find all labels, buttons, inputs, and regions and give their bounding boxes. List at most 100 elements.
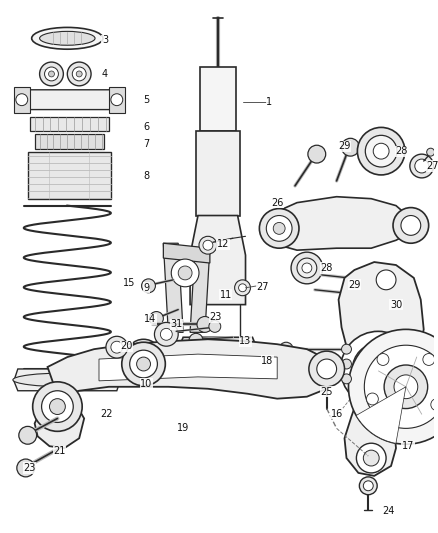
Text: 24: 24 xyxy=(382,505,394,515)
Text: 27: 27 xyxy=(256,282,268,292)
Circle shape xyxy=(178,266,192,280)
Circle shape xyxy=(364,345,438,429)
Text: 25: 25 xyxy=(321,387,333,397)
Circle shape xyxy=(138,351,149,363)
Text: 28: 28 xyxy=(321,263,333,273)
Circle shape xyxy=(266,215,292,241)
Text: 28: 28 xyxy=(396,146,408,156)
Circle shape xyxy=(401,215,421,235)
Text: 16: 16 xyxy=(331,408,343,418)
Circle shape xyxy=(342,344,351,354)
Text: 30: 30 xyxy=(390,300,402,310)
Polygon shape xyxy=(109,87,125,112)
Text: 10: 10 xyxy=(141,379,153,389)
Circle shape xyxy=(342,359,351,369)
Text: 5: 5 xyxy=(143,95,150,104)
Circle shape xyxy=(49,399,65,415)
Circle shape xyxy=(42,391,73,423)
Circle shape xyxy=(189,333,203,347)
Circle shape xyxy=(259,208,299,248)
Circle shape xyxy=(302,263,312,273)
Polygon shape xyxy=(99,354,277,381)
Circle shape xyxy=(111,94,123,106)
Circle shape xyxy=(279,372,293,386)
Circle shape xyxy=(384,365,427,409)
Text: 18: 18 xyxy=(261,356,273,366)
Polygon shape xyxy=(35,134,104,149)
Circle shape xyxy=(349,329,438,444)
Text: 31: 31 xyxy=(170,319,182,329)
Circle shape xyxy=(373,143,389,159)
Text: 29: 29 xyxy=(348,280,360,290)
Circle shape xyxy=(160,328,172,340)
Wedge shape xyxy=(356,387,406,443)
Text: 21: 21 xyxy=(53,446,66,456)
Circle shape xyxy=(76,71,82,77)
Polygon shape xyxy=(190,215,246,305)
Circle shape xyxy=(357,443,386,473)
Circle shape xyxy=(423,353,435,366)
Polygon shape xyxy=(35,340,332,448)
Circle shape xyxy=(209,320,221,333)
Circle shape xyxy=(130,350,157,378)
Circle shape xyxy=(393,207,429,243)
Circle shape xyxy=(365,135,397,167)
Circle shape xyxy=(379,300,389,310)
Text: 4: 4 xyxy=(102,69,108,79)
Circle shape xyxy=(342,138,359,156)
Circle shape xyxy=(239,284,247,292)
Circle shape xyxy=(364,450,379,466)
Circle shape xyxy=(353,343,404,395)
Circle shape xyxy=(197,317,213,333)
Circle shape xyxy=(359,477,377,495)
Circle shape xyxy=(376,270,396,290)
Circle shape xyxy=(364,355,392,383)
Polygon shape xyxy=(200,67,236,131)
Circle shape xyxy=(137,357,151,371)
Circle shape xyxy=(19,426,37,444)
Ellipse shape xyxy=(32,27,103,49)
Text: 1: 1 xyxy=(266,96,272,107)
Circle shape xyxy=(342,374,351,384)
Ellipse shape xyxy=(13,373,122,387)
Text: 20: 20 xyxy=(120,341,133,351)
Circle shape xyxy=(367,393,378,405)
Circle shape xyxy=(410,154,434,178)
Circle shape xyxy=(122,342,165,386)
Text: 27: 27 xyxy=(426,161,438,171)
Polygon shape xyxy=(28,152,111,199)
Polygon shape xyxy=(14,87,30,112)
Circle shape xyxy=(297,258,317,278)
Circle shape xyxy=(45,67,58,81)
Circle shape xyxy=(364,481,373,491)
Polygon shape xyxy=(163,243,210,263)
Text: 26: 26 xyxy=(271,198,283,208)
Circle shape xyxy=(291,252,323,284)
Polygon shape xyxy=(279,197,411,250)
Text: 15: 15 xyxy=(123,278,135,288)
Text: 3: 3 xyxy=(102,35,108,45)
Polygon shape xyxy=(196,131,240,215)
Text: 23: 23 xyxy=(24,463,36,473)
Circle shape xyxy=(431,399,438,410)
Polygon shape xyxy=(163,243,183,333)
Circle shape xyxy=(279,342,293,356)
Circle shape xyxy=(67,62,91,86)
Text: 11: 11 xyxy=(219,290,232,300)
Text: 7: 7 xyxy=(143,139,150,149)
Ellipse shape xyxy=(39,31,95,45)
Circle shape xyxy=(415,159,429,173)
Circle shape xyxy=(427,148,434,156)
Circle shape xyxy=(149,312,163,326)
Circle shape xyxy=(357,127,405,175)
Text: 12: 12 xyxy=(216,239,229,249)
Text: 6: 6 xyxy=(144,123,150,132)
Circle shape xyxy=(17,459,35,477)
Text: 8: 8 xyxy=(144,171,150,181)
Text: 29: 29 xyxy=(338,141,351,151)
Circle shape xyxy=(309,351,345,387)
Circle shape xyxy=(72,67,86,81)
Circle shape xyxy=(341,332,416,407)
Circle shape xyxy=(394,375,418,399)
Circle shape xyxy=(141,279,155,293)
